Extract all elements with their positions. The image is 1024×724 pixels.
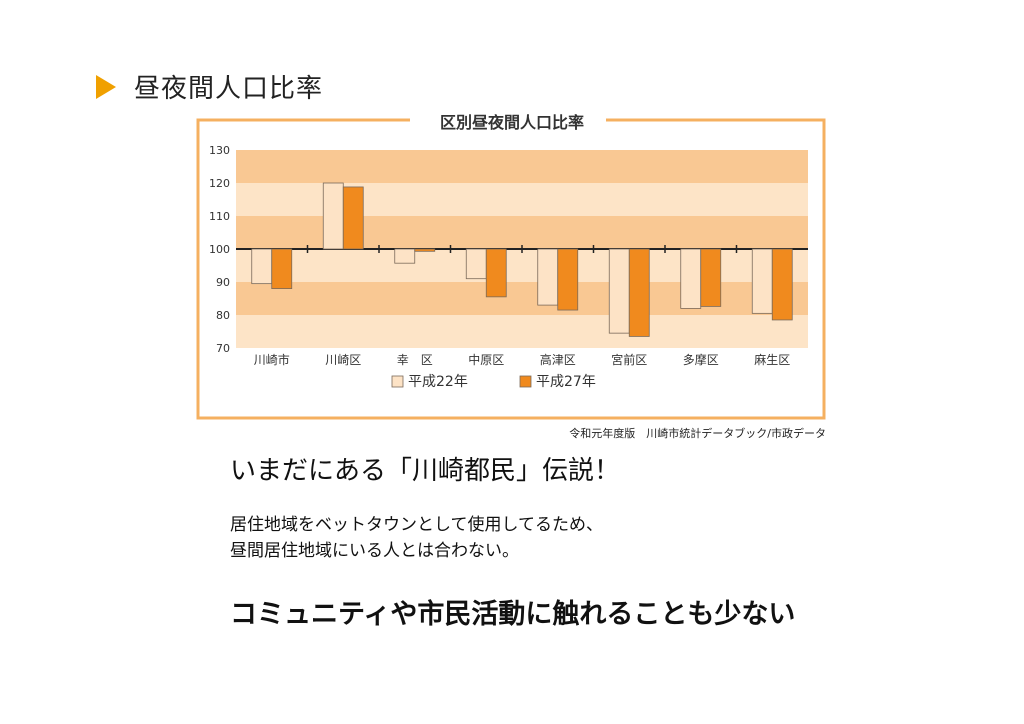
bar-series1: [322, 182, 344, 250]
y-tick-label: 110: [209, 210, 230, 223]
legend-label: 平成22年: [408, 374, 468, 390]
x-tick-label: 幸 区: [397, 353, 433, 367]
x-tick-label: 中原区: [468, 352, 504, 367]
bar-series1: [537, 248, 559, 306]
x-tick-label: 多摩区: [683, 352, 719, 367]
y-tick-label: 90: [216, 276, 230, 289]
y-axis-ticks: 70 80 90 100 110 120 130: [209, 144, 230, 355]
conclusion-text: コミュニティや市民活動に触れることも少ない: [230, 599, 796, 630]
x-tick-label: 川崎市: [254, 352, 290, 367]
y-tick-label: 80: [216, 309, 230, 322]
bar-series2: [557, 248, 579, 311]
y-tick-label: 130: [209, 144, 230, 157]
bar-series2: [700, 248, 722, 307]
background-band: [236, 249, 808, 282]
background-band: [236, 315, 808, 348]
bar-series2: [342, 186, 364, 250]
source-note: 令和元年度版 川崎市統計データブック/市政データ: [569, 427, 826, 440]
legend-swatch: [391, 375, 404, 388]
slide-title: 昼夜間人口比率: [134, 74, 324, 104]
body-line: 昼間居住地域にいる人とは合わない。: [230, 541, 519, 561]
bar-series1: [680, 248, 702, 309]
background-band: [236, 216, 808, 249]
chart-title: 区別昼夜間人口比率: [440, 113, 584, 132]
legend-swatch: [519, 375, 532, 388]
x-tick-label: 川崎区: [325, 353, 361, 367]
x-tick-label: 宮前区: [611, 352, 647, 367]
bar-series1: [751, 248, 773, 314]
background-band: [236, 183, 808, 216]
x-tick-label: 高津区: [540, 352, 576, 367]
chart: 区別昼夜間人口比率 70 80 90 100 110 120 130 川崎市 川崎区 幸 区 中原…: [196, 112, 826, 420]
headline: いまだにある「川崎都民」伝説！: [230, 456, 621, 486]
background-band: [236, 282, 808, 315]
y-tick-label: 120: [209, 177, 230, 190]
bar-series2: [271, 248, 293, 289]
bar-series1: [251, 248, 273, 285]
x-axis-ticks: 川崎市 川崎区 幸 区 中原区 高津区 宮前区 多摩区 麻生区: [254, 245, 790, 367]
y-tick-label: 70: [216, 342, 230, 355]
x-tick-label: 麻生区: [754, 352, 790, 367]
bar-series1: [608, 248, 630, 334]
bar-series2: [628, 248, 650, 337]
body-text: 居住地域をベットタウンとして使用してるため、 昼間居住地域にいる人とは合わない。: [230, 512, 603, 564]
chart-title-backdrop: [410, 112, 606, 132]
y-tick-label: 100: [209, 243, 230, 256]
legend: 平成22年 平成27年: [391, 374, 596, 390]
bar-series1: [465, 248, 487, 280]
body-line: 居住地域をベットタウンとして使用してるため、: [230, 515, 603, 535]
legend-label: 平成27年: [536, 374, 596, 390]
background-band: [236, 150, 808, 183]
bar-series2: [485, 248, 507, 298]
bar-series1: [394, 248, 416, 264]
slide-header: 昼夜間人口比率: [96, 68, 323, 105]
triangle-bullet-icon: [96, 74, 116, 99]
bar-series2: [771, 248, 793, 321]
bars: [251, 182, 793, 337]
bar-series2: [414, 248, 436, 252]
